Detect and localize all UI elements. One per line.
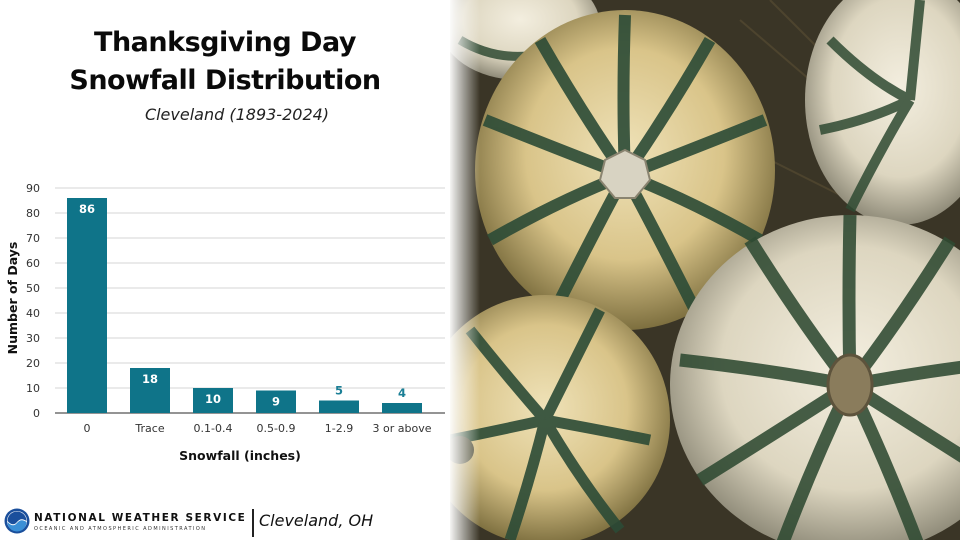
pumpkin-photo: [450, 0, 960, 540]
x-tick-label: 3 or above: [373, 422, 432, 435]
x-tick-label: Trace: [134, 422, 164, 435]
bar-value-label: 10: [205, 392, 221, 406]
agency-subtitle: OCEANIC AND ATMOSPHERIC ADMINISTRATION: [34, 526, 207, 532]
bar-value-label: 4: [398, 386, 406, 400]
y-tick-label: 40: [26, 307, 40, 320]
y-tick-label: 10: [26, 382, 40, 395]
bar: [319, 400, 359, 413]
bar: [256, 390, 296, 413]
bar: [67, 198, 107, 413]
left-panel: Thanksgiving Day Snowfall Distribution C…: [0, 0, 455, 540]
agency-name: NATIONAL WEATHER SERVICE: [34, 512, 247, 524]
bar-value-label: 9: [272, 395, 280, 409]
x-tick-labels: 0 Trace 0.1-0.4 0.5-0.9 1-2.9 3 or above: [84, 422, 432, 435]
page-subtitle: Cleveland (1893-2024): [144, 105, 330, 124]
page-title: Thanksgiving Day Snowfall Distribution: [0, 24, 450, 100]
y-tick-label: 30: [26, 332, 40, 345]
grid-lines: [55, 187, 445, 414]
x-tick-label: 1-2.9: [325, 422, 353, 435]
bar-value-label: 86: [79, 202, 95, 216]
bar: [193, 388, 233, 413]
bar: [382, 403, 422, 413]
pumpkin-illustration: [450, 0, 960, 540]
y-tick-label: 90: [26, 182, 40, 195]
bar-value-label: 5: [335, 384, 343, 398]
y-axis-title: Number of Days: [5, 242, 20, 355]
y-tick-label: 80: [26, 207, 40, 220]
title-line-1: Thanksgiving Day: [94, 27, 356, 58]
bar-value-label: 18: [142, 372, 158, 386]
x-tick-label: 0.1-0.4: [194, 422, 233, 435]
footer-divider: [252, 509, 254, 537]
y-tick-labels: 0 10 20 30 40 50 60 70 80 90: [26, 182, 40, 420]
pumpkin-bottom-right: [670, 214, 960, 540]
x-tick-label: 0: [84, 422, 91, 435]
snowfall-bar-chart: 0 10 20 30 40 50 60 70 80 90 86 18 10 9 5 4 0 Trace 0.1-…: [5, 182, 445, 463]
pumpkin-bottom-left: [450, 295, 670, 540]
x-tick-label: 0.5-0.9: [257, 422, 296, 435]
y-tick-label: 50: [26, 282, 40, 295]
y-tick-label: 60: [26, 257, 40, 270]
y-tick-label: 0: [33, 407, 40, 420]
y-tick-label: 20: [26, 357, 40, 370]
bar: [130, 368, 170, 413]
y-tick-label: 70: [26, 232, 40, 245]
pumpkin-top-center: [475, 10, 775, 330]
noaa-logo-icon: [4, 508, 30, 534]
x-axis-title: Snowfall (inches): [179, 448, 301, 463]
pumpkin-top-right: [805, 0, 960, 225]
title-line-2: Snowfall Distribution: [69, 65, 381, 96]
bars: 86 18 10 9 5 4: [67, 198, 422, 413]
footer: NATIONAL WEATHER SERVICE OCEANIC AND ATM…: [0, 505, 455, 540]
office-name: Cleveland, OH: [259, 511, 374, 530]
